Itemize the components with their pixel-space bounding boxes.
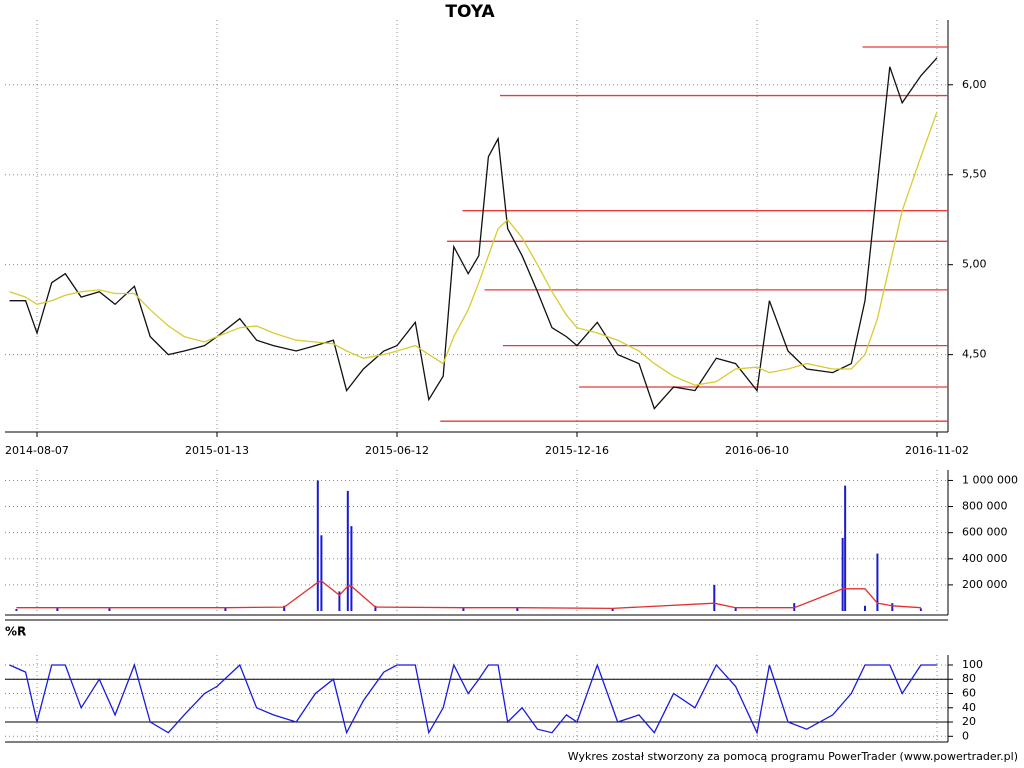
- bar: [338, 591, 341, 611]
- chart-title: TOYA: [445, 2, 495, 22]
- bar: [844, 485, 847, 611]
- y-tick-label: 40: [962, 701, 976, 714]
- x-tick-label: 2014-08-07: [5, 444, 69, 457]
- y-tick-label: 800 000: [962, 500, 1008, 513]
- data-line: [16, 580, 921, 610]
- bar: [611, 608, 614, 611]
- bar: [224, 607, 227, 611]
- y-tick-label: 0: [962, 729, 969, 742]
- x-tick-label: 2016-11-02: [905, 444, 969, 457]
- y-tick-label: 5,50: [962, 168, 987, 181]
- bar: [713, 584, 716, 611]
- bar: [374, 605, 377, 611]
- y-tick-label: 20: [962, 715, 976, 728]
- bar: [891, 603, 894, 611]
- y-tick-label: 400 000: [962, 552, 1008, 565]
- data-line: [9, 662, 937, 735]
- x-tick-label: 2015-01-13: [185, 444, 249, 457]
- data-line: [9, 57, 938, 410]
- y-tick-label: 1 000 000: [962, 473, 1018, 486]
- bar: [462, 607, 465, 611]
- bar: [350, 526, 353, 611]
- bar: [919, 608, 922, 611]
- panel-title: %R: [5, 625, 26, 639]
- y-tick-label: 5,00: [962, 258, 987, 271]
- bar: [320, 535, 323, 611]
- y-tick-label: 600 000: [962, 526, 1008, 539]
- bar: [15, 609, 18, 611]
- x-tick-label: 2016-06-10: [725, 444, 789, 457]
- bar: [56, 607, 59, 611]
- bar: [864, 605, 866, 611]
- bar: [841, 537, 844, 611]
- bar: [876, 553, 879, 611]
- bar: [346, 490, 349, 611]
- y-tick-label: 200 000: [962, 578, 1008, 591]
- y-tick-label: 100: [962, 658, 983, 671]
- bar: [734, 607, 737, 611]
- y-tick-label: 6,00: [962, 78, 987, 91]
- bar: [108, 608, 111, 611]
- y-tick-label: 4,50: [962, 348, 987, 361]
- y-tick-label: 60: [962, 687, 976, 700]
- footer: Wykres został stworzony za pomocą progra…: [568, 750, 1018, 763]
- y-tick-label: 80: [962, 672, 976, 685]
- data-line: [9, 111, 938, 386]
- bar: [516, 607, 519, 611]
- bar: [283, 605, 286, 611]
- x-tick-label: 2015-12-16: [545, 444, 609, 457]
- bar: [316, 480, 319, 611]
- x-tick-label: 2015-06-12: [365, 444, 429, 457]
